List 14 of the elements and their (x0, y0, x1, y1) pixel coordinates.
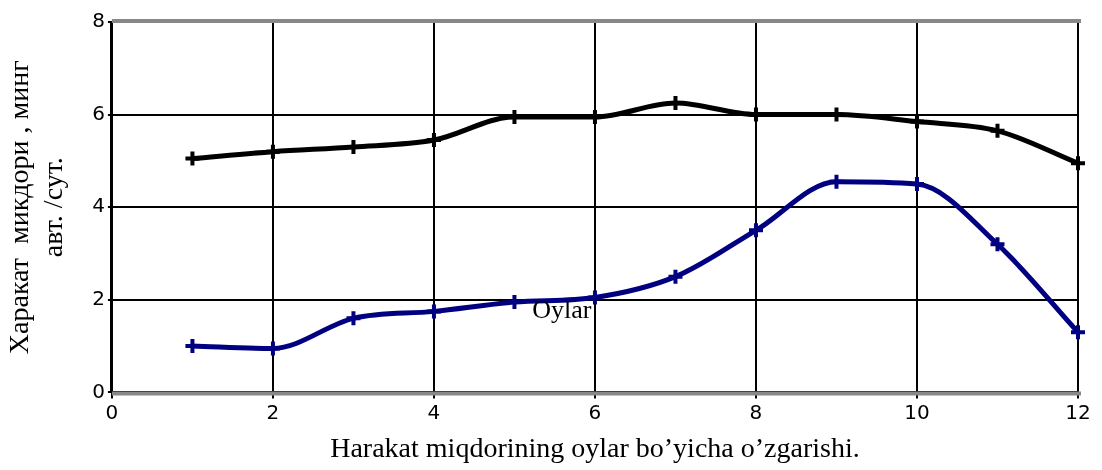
y-tick-label: 2 (92, 286, 105, 310)
y-axis-title: Харакат микдори , минг авт. /сут. (3, 60, 68, 355)
y-tick-label: 0 (92, 378, 105, 403)
x-tick-label: 12 (1065, 399, 1091, 424)
x-tick-label: 2 (266, 399, 280, 424)
y-tick-label: 4 (92, 193, 105, 218)
x-tick-label: 6 (588, 399, 602, 424)
x-axis-title: Harakat miqdorining oylar bo’yicha o’zgarishi. (330, 431, 860, 463)
y-tick-label: 8 (92, 8, 105, 33)
annotation: Oylar (532, 294, 592, 324)
y-tick-label: 6 (92, 100, 105, 125)
x-tick-label: 8 (749, 399, 763, 424)
x-tick-label: 10 (904, 399, 930, 424)
x-tick-label: 4 (427, 399, 441, 424)
